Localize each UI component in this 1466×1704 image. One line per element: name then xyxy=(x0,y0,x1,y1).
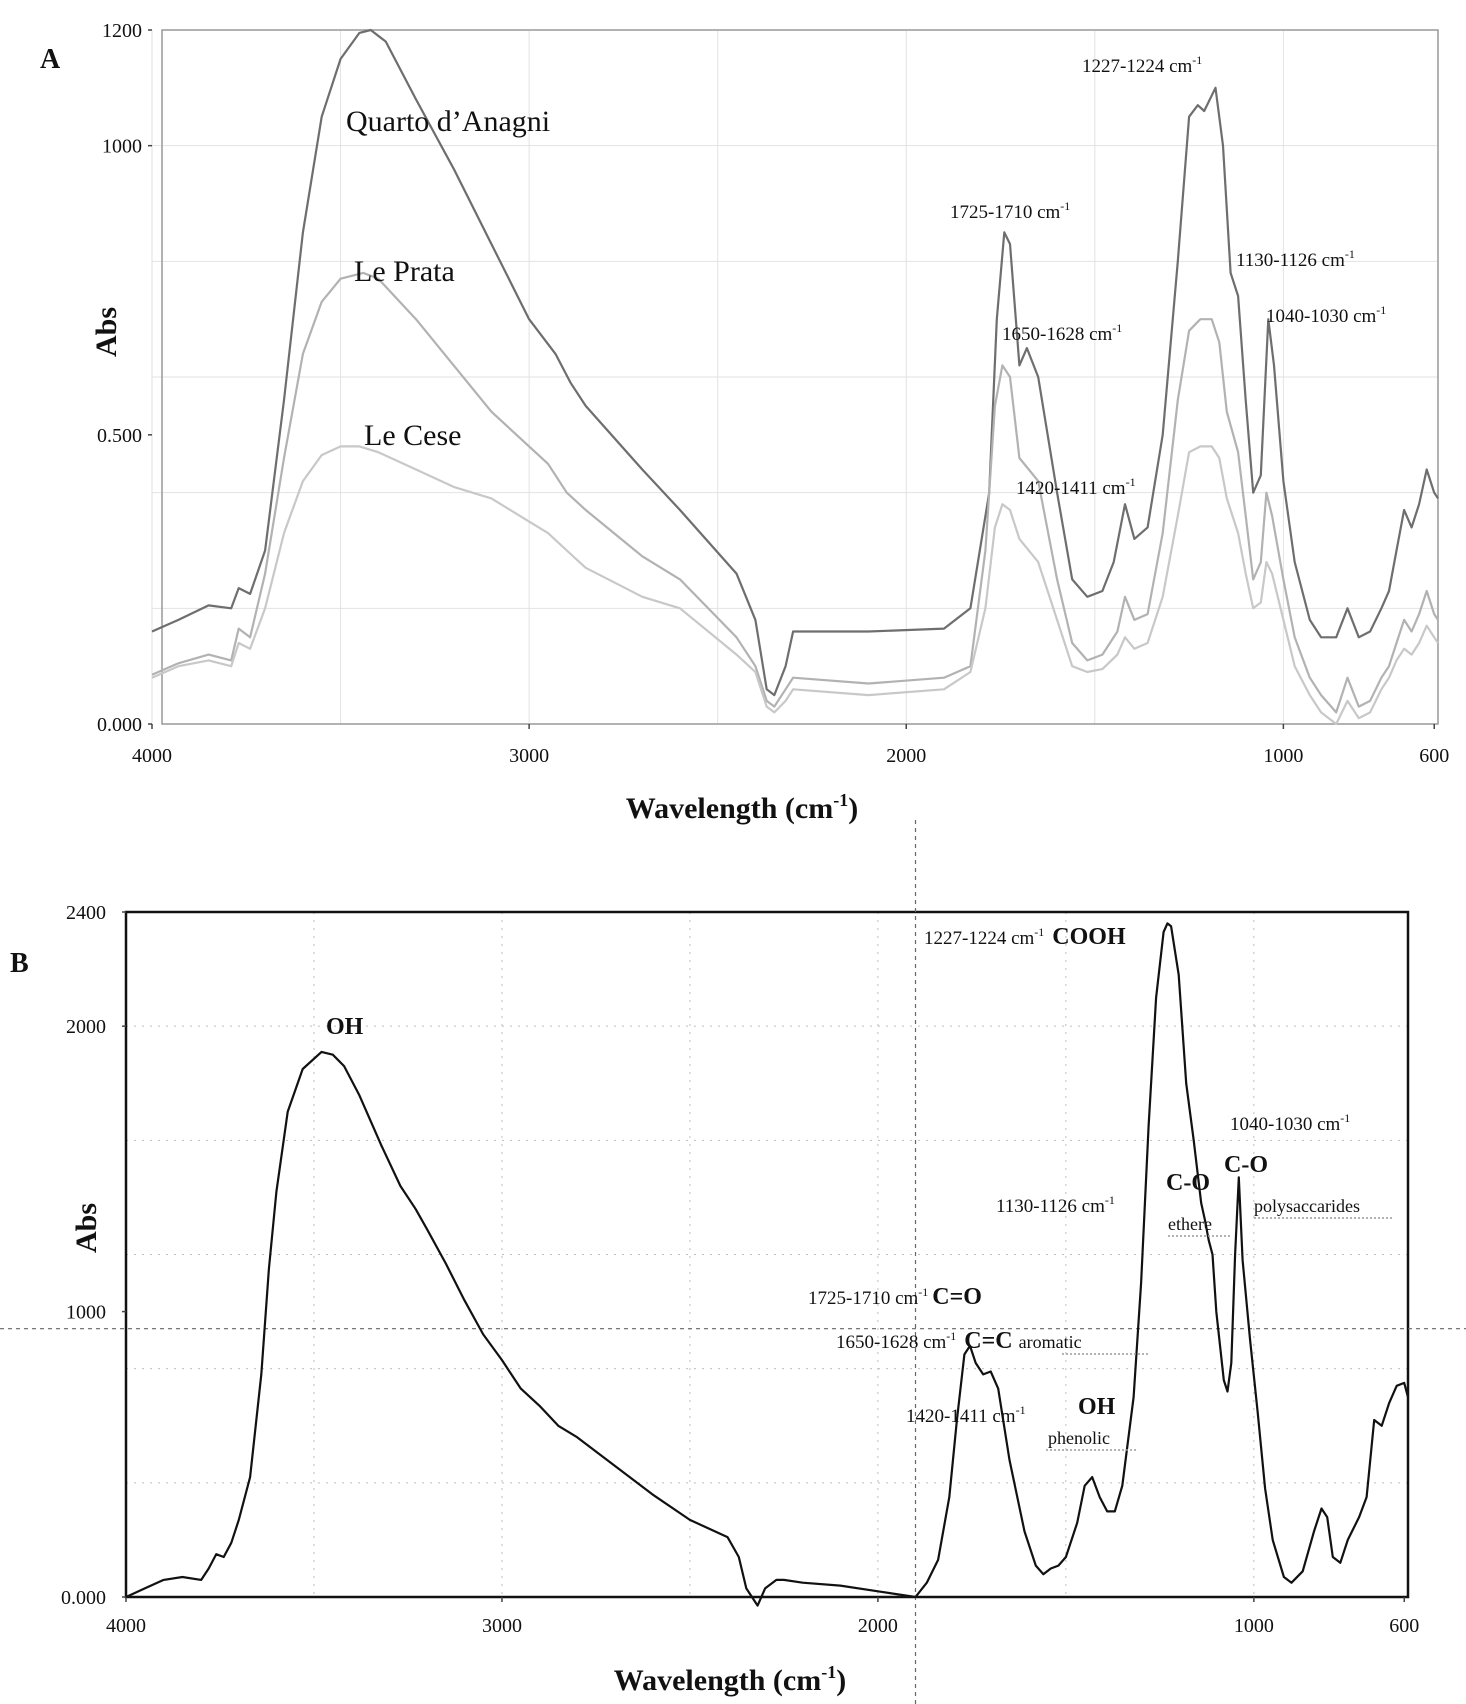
x-tick-label: 2000 xyxy=(858,1615,898,1637)
panel-b-letter: B xyxy=(10,948,29,979)
y-tick-label: 2400 xyxy=(66,902,106,924)
panel-b-y-axis-title: Abs xyxy=(70,1203,103,1253)
panel-a-y-axis: 0.000 0.500 1000 1200 xyxy=(97,20,152,736)
panel-a-y-axis-title: Abs xyxy=(90,307,123,357)
x-tick-label: 2000 xyxy=(886,745,926,767)
panel-b-plot-frame xyxy=(124,910,1410,1599)
panel-a-x-axis: 4000 3000 2000 1000 600 xyxy=(132,724,1449,767)
panel-b-series xyxy=(125,922,1410,1607)
x-tick-label: 4000 xyxy=(106,1615,146,1637)
x-tick-label: 600 xyxy=(1389,1615,1419,1637)
y-tick-label: 0.500 xyxy=(97,425,142,447)
panel-a-letter: A xyxy=(40,44,61,75)
series-label-le-cese: Le Cese xyxy=(364,419,461,452)
panel-a-plot-frame xyxy=(161,29,1439,725)
annotation-1650-1628: 1650-1628 cm-1 C=C aromatic xyxy=(836,1328,1082,1354)
x-tick-label: 1000 xyxy=(1234,1615,1274,1637)
annotation-1227-1224: 1227-1224 cm-1 COOH xyxy=(924,924,1126,950)
annotation-1040-1030: 1040-1030 cm-1 xyxy=(1266,303,1386,327)
panel-b-crosshair xyxy=(0,820,1466,1704)
x-tick-label: 3000 xyxy=(482,1615,522,1637)
annotation-oh-broad: OH xyxy=(326,1014,364,1040)
annotation-1130-1126: 1130-1126 cm-1 xyxy=(996,1193,1115,1217)
y-tick-label: 1200 xyxy=(102,20,142,42)
series-line-spectrum xyxy=(125,922,1410,1607)
series-line-le-cese xyxy=(151,445,1439,726)
series-line-le-prata xyxy=(151,271,1439,714)
annotation-1725-1710: 1725-1710 cm-1 xyxy=(950,199,1070,223)
series-line-quarto-d-anagni xyxy=(151,28,1439,697)
panel-b-grid xyxy=(125,912,1408,1597)
panel-a: A 0.000 0.500 1000 1200 4000 3000 2000 1000 600… xyxy=(40,20,1449,825)
y-tick-label: 0.000 xyxy=(61,1587,106,1609)
annotation-1130-1126: 1130-1126 cm-1 xyxy=(1236,247,1355,271)
panel-a-x-axis-title: Wavelength (cm-1) xyxy=(626,790,858,825)
annotation-1725-1710: 1725-1710 cm-1 C=O xyxy=(808,1284,982,1310)
panel-b-x-axis: 4000 3000 2000 1000 600 xyxy=(106,1597,1419,1637)
y-tick-label: 0.000 xyxy=(97,714,142,736)
x-tick-label: 4000 xyxy=(132,745,172,767)
annotation-phenolic: phenolic xyxy=(1048,1428,1110,1448)
annotation-polysaccarides: polysaccarides xyxy=(1254,1196,1360,1216)
annotation-1420-1411: 1420-1411 cm-1 xyxy=(906,1403,1026,1427)
annotation-c-o-ether: C-O xyxy=(1166,1170,1210,1196)
y-tick-label: 1000 xyxy=(102,136,142,158)
x-tick-label: 3000 xyxy=(509,745,549,767)
x-tick-label: 1000 xyxy=(1263,745,1303,767)
annotation-oh-phenolic: OH xyxy=(1078,1394,1116,1420)
annotation-1040-1030: 1040-1030 cm-1 xyxy=(1230,1111,1350,1135)
panel-b-x-axis-title: Wavelength (cm-1) xyxy=(614,1662,846,1697)
y-tick-label: 1000 xyxy=(66,1302,106,1324)
x-tick-label: 600 xyxy=(1419,745,1449,767)
panel-a-series xyxy=(151,28,1439,726)
series-label-le-prata: Le Prata xyxy=(354,255,455,288)
annotation-1650-1628: 1650-1628 cm-1 xyxy=(1002,321,1122,345)
annotation-1227-1224: 1227-1224 cm-1 xyxy=(1082,53,1202,77)
series-label-quarto-danagni: Quarto d’Anagni xyxy=(346,105,550,138)
y-tick-label: 2000 xyxy=(66,1016,106,1038)
annotation-1420-1411: 1420-1411 cm-1 xyxy=(1016,475,1136,499)
panel-b-y-axis: 0.000 1000 2000 2400 xyxy=(61,902,126,1609)
annotation-c-o-polysaccharide: C-O xyxy=(1224,1152,1268,1178)
annotation-ethere: ethere xyxy=(1168,1214,1212,1234)
